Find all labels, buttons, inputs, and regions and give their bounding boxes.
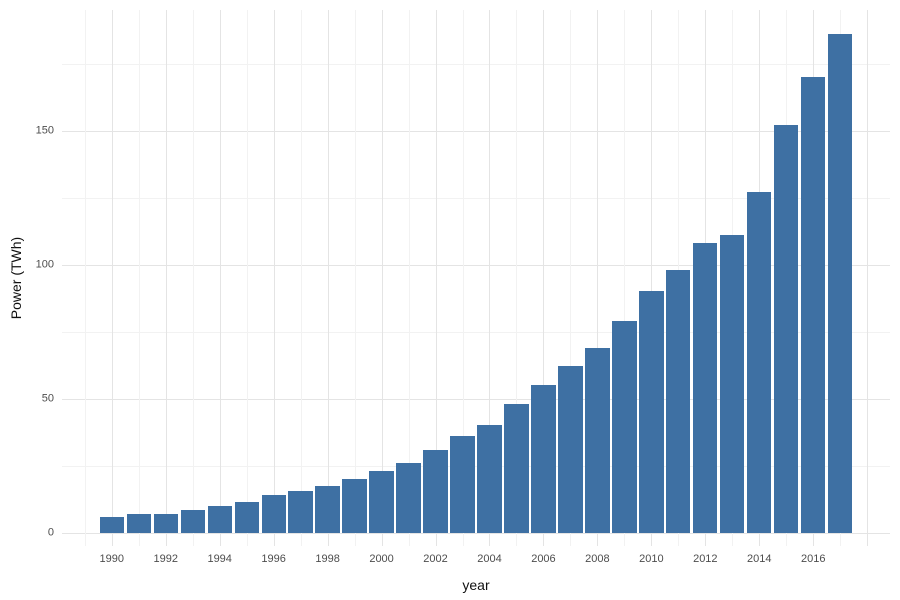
y-tick-label: 50	[41, 392, 54, 405]
bar-2000	[369, 470, 394, 533]
bar-1991	[126, 513, 151, 533]
bar-2002	[423, 449, 448, 533]
bar-2005	[504, 403, 529, 533]
x-minor-gridline	[192, 10, 194, 546]
x-tick-label: 2010	[639, 553, 664, 565]
bar-1995	[234, 501, 259, 533]
y-major-gridline	[62, 398, 890, 400]
bar-2011	[666, 269, 691, 533]
y-major-gridline	[62, 264, 890, 266]
x-major-gridline	[165, 10, 167, 546]
x-tick-label: 1998	[315, 553, 340, 565]
bar-1993	[180, 509, 205, 533]
x-tick-label: 2008	[585, 553, 610, 565]
bar-2012	[693, 243, 718, 533]
y-minor-gridline	[62, 63, 890, 65]
x-minor-gridline	[462, 10, 464, 546]
x-major-gridline	[597, 10, 599, 546]
x-minor-gridline	[300, 10, 302, 546]
x-minor-gridline	[354, 10, 356, 546]
bar-1990	[99, 516, 124, 533]
y-minor-gridline	[62, 465, 890, 467]
x-tick-label: 1992	[153, 553, 178, 565]
bar-2003	[450, 436, 475, 533]
bar-2013	[720, 235, 745, 533]
x-major-gridline	[651, 10, 653, 546]
bar-2014	[747, 192, 772, 533]
x-major-gridline	[543, 10, 545, 546]
x-tick-label: 2012	[693, 553, 718, 565]
y-tick-label: 0	[47, 526, 54, 539]
bar-2017	[828, 34, 853, 533]
x-major-gridline	[435, 10, 437, 546]
y-major-gridline	[62, 130, 890, 132]
x-tick-label: 2004	[477, 553, 502, 565]
x-major-gridline	[273, 10, 275, 546]
bar-2009	[612, 320, 637, 533]
y-tick-label: 150	[35, 124, 54, 137]
y-major-gridline	[62, 532, 890, 534]
x-minor-gridline	[246, 10, 248, 546]
plot-panel	[62, 10, 890, 546]
y-minor-gridline	[62, 197, 890, 199]
bar-2001	[396, 462, 421, 533]
x-tick-label: 2002	[423, 553, 448, 565]
bar-2007	[558, 366, 583, 533]
x-tick-label: 1996	[261, 553, 286, 565]
bar-1996	[261, 495, 286, 533]
bar-2004	[477, 425, 502, 533]
bar-2016	[801, 77, 826, 533]
x-tick-label: 1994	[207, 553, 232, 565]
x-minor-gridline	[624, 10, 626, 546]
x-major-gridline	[489, 10, 491, 546]
x-minor-gridline	[516, 10, 518, 546]
bar-1999	[342, 479, 367, 533]
x-major-gridline	[381, 10, 383, 546]
x-tick-label: 2006	[531, 553, 556, 565]
x-tick-label: 1990	[99, 553, 125, 565]
bar-2008	[585, 347, 610, 533]
bar-1997	[288, 491, 313, 533]
x-major-gridline	[111, 10, 113, 546]
bar-2010	[639, 291, 664, 533]
bar-2006	[531, 385, 556, 533]
x-minor-gridline	[138, 10, 140, 546]
x-tick-label: 2000	[369, 553, 394, 565]
x-axis-title: year	[462, 577, 490, 593]
y-axis-title: Power (TWh)	[8, 236, 24, 320]
y-minor-gridline	[62, 331, 890, 333]
bar-1998	[315, 485, 340, 533]
x-minor-gridline	[84, 10, 86, 546]
bar-1992	[153, 513, 178, 533]
x-tick-label: 2016	[800, 553, 826, 565]
x-minor-gridline	[408, 10, 410, 546]
x-major-gridline	[327, 10, 329, 546]
x-tick-label: 2014	[747, 553, 772, 565]
x-major-gridline	[867, 10, 869, 546]
x-major-gridline	[219, 10, 221, 546]
y-tick-label: 100	[35, 258, 54, 271]
x-minor-gridline	[570, 10, 572, 546]
bar-1994	[207, 505, 232, 533]
bar-2015	[774, 125, 799, 533]
